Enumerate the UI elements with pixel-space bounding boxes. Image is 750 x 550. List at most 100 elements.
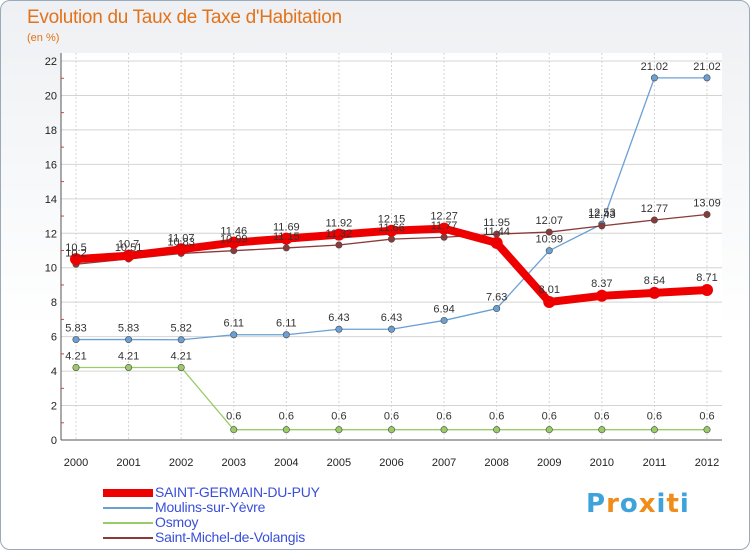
data-label: 12.43	[588, 209, 616, 221]
data-label: 8.54	[644, 275, 665, 287]
data-label: 11.77	[431, 220, 458, 232]
data-label: 10.2	[65, 247, 86, 259]
data-point	[595, 289, 608, 302]
data-label: 11.69	[273, 222, 300, 234]
data-label: 0.6	[594, 411, 609, 423]
legend-swatch	[103, 489, 153, 497]
x-tick-label: 2006	[379, 457, 403, 469]
legend-label: Moulins-sur-Yèvre	[155, 499, 266, 515]
data-label: 5.83	[118, 323, 139, 335]
data-point	[385, 224, 398, 237]
x-tick-label: 2005	[327, 457, 351, 469]
data-point	[493, 426, 501, 434]
x-tick-label: 2008	[484, 457, 508, 469]
x-tick-label: 2000	[64, 457, 88, 469]
data-point	[648, 286, 661, 299]
data-label: 13.09	[693, 197, 721, 209]
x-tick-label: 2001	[116, 457, 140, 469]
data-point	[703, 210, 711, 218]
legend-swatch	[103, 522, 153, 524]
data-label: 12.27	[430, 211, 458, 223]
data-label: 10.5	[65, 242, 86, 254]
data-point	[72, 336, 80, 344]
y-tick-label: 22	[45, 56, 57, 68]
data-point	[230, 331, 238, 339]
data-point	[703, 426, 711, 434]
data-point	[493, 305, 501, 313]
data-label: 4.21	[170, 350, 191, 362]
proxiti-logo: Proxiti	[586, 489, 690, 519]
legend-label: Saint-Michel-de-Volangis	[155, 529, 306, 545]
data-label: 0.6	[331, 411, 346, 423]
data-point	[598, 426, 606, 434]
data-label: 12.15	[378, 214, 406, 226]
data-point	[490, 236, 503, 249]
legend-swatch	[103, 537, 153, 539]
y-unit-label: (en %)	[27, 32, 60, 44]
data-point	[545, 247, 553, 255]
data-point	[70, 253, 82, 266]
x-tick-label: 2011	[643, 457, 667, 469]
data-point	[703, 74, 711, 82]
data-point	[332, 228, 345, 241]
data-point	[650, 216, 658, 224]
y-tick-label: 18	[45, 125, 57, 137]
x-tick-label: 2002	[169, 457, 193, 469]
data-label: 10.51	[115, 242, 143, 254]
logo-letter: i	[679, 489, 690, 519]
logo-letter: o	[619, 489, 639, 519]
data-point	[650, 74, 658, 82]
data-point	[175, 243, 188, 256]
data-label: 11.32	[326, 228, 353, 240]
data-point	[335, 241, 343, 249]
data-label: 11.15	[273, 231, 300, 243]
data-point	[230, 426, 238, 434]
data-label: 0.6	[489, 411, 504, 423]
data-label: 5.82	[170, 323, 191, 335]
data-point	[227, 236, 240, 249]
data-label: 12.77	[641, 203, 669, 215]
data-label: 11.46	[220, 226, 247, 238]
data-label: 11.44	[483, 226, 510, 238]
data-label: 0.6	[384, 411, 399, 423]
data-point	[545, 228, 553, 236]
line-chart: 0 2 4 6 8 10 12 14 16 18 20 22 2000 2001 2002 2003 2004 2…	[45, 53, 722, 469]
data-point	[282, 331, 290, 339]
data-point	[440, 316, 448, 324]
x-tick-label: 2010	[590, 457, 614, 469]
x-tick-label: 2004	[274, 457, 298, 469]
data-label: 0.6	[279, 411, 294, 423]
data-point	[282, 426, 290, 434]
legend-swatch	[103, 507, 153, 509]
data-label: 11.66	[378, 222, 405, 234]
data-label: 6.43	[381, 312, 402, 324]
data-point	[438, 222, 451, 235]
y-tick-label: 8	[51, 297, 57, 309]
x-tick-label: 2009	[537, 457, 561, 469]
data-label: 6.11	[223, 318, 244, 330]
data-point	[280, 232, 293, 245]
data-label: 0.6	[699, 411, 714, 423]
data-label: 6.11	[276, 318, 297, 330]
data-label: 11.92	[326, 218, 353, 230]
data-label: 5.83	[65, 323, 86, 335]
data-label: 11.95	[483, 217, 510, 229]
data-point	[543, 296, 556, 309]
data-label: 8.71	[696, 272, 717, 284]
data-label: 10.99	[220, 234, 248, 246]
data-point	[387, 426, 395, 434]
data-label: 11.07	[168, 232, 195, 244]
data-point	[72, 363, 80, 371]
data-point	[177, 336, 185, 344]
data-point	[125, 336, 133, 344]
data-point	[598, 222, 606, 230]
data-label: 12.53	[588, 207, 616, 219]
y-tick-label: 20	[45, 90, 57, 102]
data-label: 10.99	[535, 234, 563, 246]
y-tick-label: 12	[45, 228, 57, 240]
data-point	[701, 283, 713, 296]
x-tick-label: 2003	[222, 457, 246, 469]
data-label: 0.6	[226, 411, 241, 423]
data-point	[335, 325, 343, 333]
logo-letter: P	[586, 489, 607, 519]
